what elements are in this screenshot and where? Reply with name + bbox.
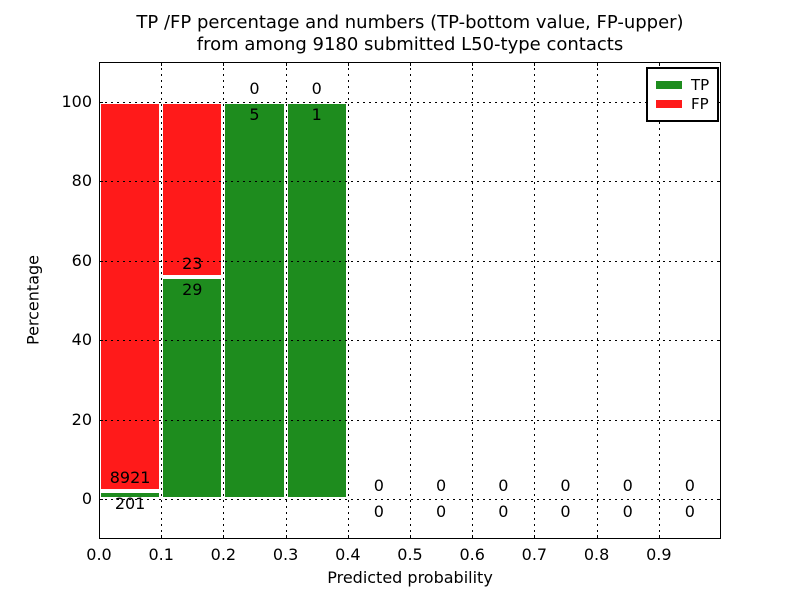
xtick-top-0.6 (472, 62, 474, 66)
xtick-bottom-0.6 (472, 535, 474, 539)
xtick-bottom-0.1 (161, 535, 163, 539)
x-axis-label: Predicted probability (327, 568, 493, 587)
x-tick-label-0.7: 0.7 (521, 545, 548, 564)
xtick-bottom-0.4 (347, 535, 349, 539)
x-tick-label-0.6: 0.6 (459, 545, 485, 564)
fp-count-label-7: 0 (560, 476, 571, 496)
x-tick-label-0.5: 0.5 (397, 545, 423, 564)
xtick-top-0.2 (223, 62, 225, 66)
gridline-x-0.3 (285, 62, 287, 539)
fp-count-label-9: 0 (684, 476, 695, 496)
fp-count-label-2: 0 (249, 78, 260, 98)
chart-title: TP /FP percentage and numbers (TP-bottom… (99, 12, 721, 56)
xtick-top-0.8 (596, 62, 598, 66)
fp-count-label-6: 0 (498, 476, 509, 496)
legend-label-fp: FP (691, 95, 709, 113)
fp-count-label-5: 0 (436, 476, 447, 496)
xtick-top-0.7 (534, 62, 536, 66)
x-tick-label-0.2: 0.2 (210, 545, 237, 564)
tp-bar-segment-1 (161, 277, 224, 500)
tp-count-label-7: 0 (560, 502, 571, 522)
ytick-right-0 (717, 499, 721, 501)
tp-count-label-5: 0 (436, 502, 447, 522)
fp-count-label-3: 0 (311, 78, 322, 98)
fp-color-swatch (656, 100, 682, 108)
tp-bar-segment-0 (99, 490, 162, 500)
tp-bar-segment-2 (223, 101, 286, 500)
xtick-bottom-0.5 (410, 535, 411, 539)
tp-bar-segment-3 (285, 101, 348, 500)
tp-count-label-3: 1 (311, 104, 322, 124)
y-tick-label-80: 80 (71, 171, 92, 191)
legend-label-tp: TP (691, 76, 710, 94)
fp-count-label-4: 0 (373, 476, 384, 496)
y-tick-label-60: 60 (71, 250, 92, 270)
legend-entry-fp: FP (656, 96, 709, 112)
tp-count-label-1: 29 (182, 280, 203, 300)
gridline-x-0.6 (472, 62, 474, 539)
ytick-left-60 (99, 260, 103, 262)
ytick-right-80 (717, 181, 721, 183)
x-tick-label-0.9: 0.9 (646, 545, 672, 564)
ytick-left-40 (99, 340, 103, 342)
plot-area: 0.0 0.1 0.2 0.3 0.4 0.5 0.6 0.7 0.8 0.9 0 20 40 60 80 1… (61, 62, 721, 564)
chart-title-line1: TP /FP percentage and numbers (TP-bottom… (136, 12, 684, 33)
legend: TP FP (646, 67, 720, 122)
x-tick-label-0.4: 0.4 (335, 545, 361, 564)
gridline-x-0.2 (223, 62, 225, 539)
xtick-bottom-0.9 (658, 535, 660, 539)
tp-color-swatch (656, 81, 682, 89)
tp-count-label-0: 201 (114, 493, 146, 513)
gridline-x-0.8 (596, 62, 598, 539)
tp-count-label-6: 0 (498, 502, 509, 522)
tp-count-label-2: 5 (249, 104, 260, 124)
xtick-top-0.1 (161, 62, 163, 66)
ytick-right-20 (717, 419, 721, 421)
x-tick-label-0.3: 0.3 (272, 545, 299, 564)
xtick-bottom-0.0 (99, 535, 100, 539)
ytick-right-60 (717, 260, 721, 262)
x-tick-label-0.0: 0.0 (86, 545, 112, 564)
gridline-x-0.4 (347, 62, 349, 539)
x-tick-label-0.1: 0.1 (148, 545, 174, 564)
xtick-bottom-0.8 (596, 535, 598, 539)
y-tick-label-40: 40 (71, 330, 92, 350)
tp-count-label-8: 0 (622, 502, 633, 522)
gridline-x-0.7 (534, 62, 536, 539)
y-tick-label-100: 100 (61, 91, 92, 111)
gridline-x-0.5 (410, 62, 411, 539)
y-tick-label-20: 20 (71, 409, 92, 429)
fp-count-label-1: 23 (182, 254, 203, 274)
ytick-left-20 (99, 419, 103, 421)
gridline-x-0.1 (161, 62, 163, 539)
ytick-right-40 (717, 340, 721, 342)
fp-bar-segment-0 (99, 101, 162, 491)
xtick-bottom-0.7 (534, 535, 536, 539)
y-axis-label: Percentage (23, 254, 43, 346)
xtick-bottom-0.2 (223, 535, 225, 539)
fp-count-label-8: 0 (622, 476, 633, 496)
xtick-top-0.9 (658, 62, 660, 66)
gridline-x-0.9 (658, 62, 660, 539)
fp-bar-segment-1 (161, 101, 224, 278)
chart-title-line2: from among 9180 submitted L50-type conta… (196, 34, 624, 55)
tp-count-label-9: 0 (684, 502, 695, 522)
ytick-left-100 (99, 101, 103, 103)
xtick-top-0.0 (99, 62, 100, 66)
ytick-left-80 (99, 181, 103, 183)
legend-entry-tp: TP (656, 77, 709, 93)
ytick-left-0 (99, 499, 103, 501)
fp-count-label-0: 8921 (109, 467, 151, 487)
xtick-top-0.5 (410, 62, 411, 66)
x-tick-label-0.8: 0.8 (583, 545, 610, 564)
xtick-top-0.3 (285, 62, 287, 66)
xtick-bottom-0.3 (285, 535, 287, 539)
tp-count-label-4: 0 (373, 502, 384, 522)
y-tick-label-0: 0 (81, 489, 92, 509)
xtick-top-0.4 (347, 62, 349, 66)
